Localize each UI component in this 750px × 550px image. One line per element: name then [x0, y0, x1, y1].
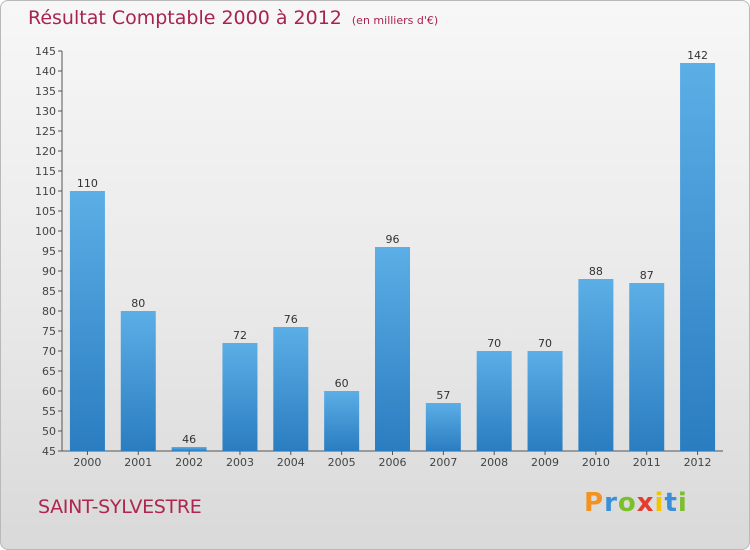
y-tick-label: 75	[42, 325, 56, 338]
bar	[425, 403, 461, 451]
bar	[171, 447, 207, 451]
y-tick-label: 130	[35, 105, 56, 118]
x-tick-label: 2012	[684, 456, 712, 469]
y-tick-label: 140	[35, 65, 56, 78]
data-label: 80	[131, 297, 145, 310]
data-label: 96	[386, 233, 400, 246]
y-tick-label: 120	[35, 145, 56, 158]
bar	[120, 311, 156, 451]
y-tick-label: 115	[35, 165, 56, 178]
y-tick-label: 85	[42, 285, 56, 298]
bar	[324, 391, 360, 451]
bars-group	[69, 63, 716, 451]
y-tick-label: 100	[35, 225, 56, 238]
x-tick-label: 2001	[124, 456, 152, 469]
y-tick-label: 145	[35, 45, 56, 58]
y-tick-label: 110	[35, 185, 56, 198]
chart-title-text: Résultat Comptable 2000 à 2012	[28, 7, 342, 29]
data-label: 57	[436, 389, 450, 402]
bar	[680, 63, 716, 451]
logo-letter: t	[664, 488, 678, 518]
bar	[273, 327, 309, 451]
x-tick-label: 2000	[73, 456, 101, 469]
data-label: 72	[233, 329, 247, 342]
proxiti-logo: Proxiti	[584, 488, 688, 518]
chart-subtitle: (en milliers d'€)	[351, 14, 439, 27]
bar	[375, 247, 410, 451]
bar	[222, 343, 258, 451]
data-label: 110	[77, 177, 98, 190]
bar	[527, 351, 563, 451]
y-tick-label: 80	[42, 305, 56, 318]
y-tick-label: 95	[42, 245, 56, 258]
y-tick-label: 65	[42, 365, 56, 378]
y-tick-label: 60	[42, 385, 56, 398]
x-tick-label: 2007	[429, 456, 457, 469]
x-tick-label: 2009	[531, 456, 559, 469]
logo-letter: i	[677, 488, 688, 518]
x-tick-label: 2002	[175, 456, 203, 469]
logo-letter: r	[604, 488, 618, 518]
data-label: 76	[284, 313, 298, 326]
logo-letter: x	[636, 488, 655, 518]
data-label: 46	[182, 433, 196, 446]
commune-name: SAINT-SYLVESTRE	[38, 496, 202, 518]
y-tick-label: 135	[35, 85, 56, 98]
x-tick-label: 2011	[633, 456, 661, 469]
labels-group: 2000 110 2001 80 2002 46 2003 72 2004 76 2005 60 200…	[73, 49, 711, 469]
logo-letter: o	[617, 488, 637, 518]
data-label: 88	[589, 265, 603, 278]
x-tick-label: 2005	[328, 456, 356, 469]
y-tick-label: 105	[35, 205, 56, 218]
data-label: 70	[538, 337, 552, 350]
y-tick-label: 50	[42, 425, 56, 438]
x-tick-label: 2006	[379, 456, 407, 469]
logo-letter: i	[654, 488, 665, 518]
logo-letter: P	[584, 488, 605, 518]
x-tick-label: 2003	[226, 456, 254, 469]
y-tick-label: 45	[42, 445, 56, 458]
bar	[629, 283, 665, 451]
bar	[578, 279, 614, 451]
y-tick-label: 70	[42, 345, 56, 358]
data-label: 87	[640, 269, 654, 282]
x-tick-label: 2004	[277, 456, 305, 469]
data-label: 70	[487, 337, 501, 350]
y-tick-label: 90	[42, 265, 56, 278]
chart-title: Résultat Comptable 2000 à 2012 (en millie…	[28, 7, 438, 29]
data-label: 142	[687, 49, 708, 62]
bar	[69, 191, 105, 451]
y-tick-label: 55	[42, 405, 56, 418]
bar	[476, 351, 512, 451]
data-label: 60	[335, 377, 349, 390]
x-tick-label: 2008	[480, 456, 508, 469]
x-tick-label: 2010	[582, 456, 610, 469]
y-tick-label: 125	[35, 125, 56, 138]
